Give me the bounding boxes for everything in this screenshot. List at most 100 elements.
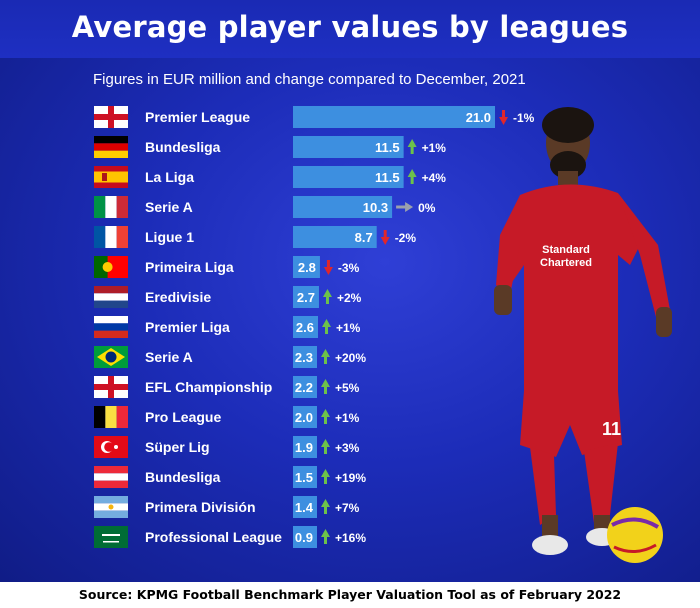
change-label: +7%	[335, 501, 360, 515]
league-label: Professional League	[145, 529, 282, 545]
change-label: +19%	[335, 471, 366, 485]
chart-subtitle: Figures in EUR million and change compar…	[93, 71, 526, 88]
change-label: -1%	[513, 111, 535, 125]
up-arrow-icon	[407, 139, 417, 154]
change-label: +1%	[335, 411, 360, 425]
up-arrow-icon	[322, 289, 332, 304]
up-arrow-icon	[321, 499, 330, 514]
flag-argentina-icon	[94, 496, 128, 518]
svg-text:Standard: Standard	[542, 244, 590, 256]
bar-chart: Premier League 21.0 -1% Bundesliga 11.5 +1% La…	[94, 106, 535, 548]
value-label: 21.0	[466, 110, 491, 125]
flag-france-icon	[94, 226, 128, 248]
value-label: 8.7	[355, 230, 373, 245]
change-label: 0%	[418, 201, 436, 215]
bar	[293, 136, 404, 158]
value-label: 1.4	[295, 500, 314, 515]
bar	[293, 406, 317, 428]
flag-england-icon	[94, 106, 128, 128]
bar	[293, 106, 496, 128]
change-label: +4%	[422, 171, 447, 185]
change-label: -3%	[338, 261, 360, 275]
up-arrow-icon	[321, 379, 330, 394]
value-label: 1.5	[295, 470, 313, 485]
source-note: Source: KPMG Football Benchmark Player V…	[78, 587, 622, 602]
bar	[293, 226, 377, 248]
league-label: Pro League	[145, 409, 221, 425]
svg-text:Chartered: Chartered	[540, 257, 592, 269]
change-label: +5%	[335, 381, 360, 395]
flag-portugal-icon	[94, 256, 128, 278]
value-label: 10.3	[363, 200, 388, 215]
league-label: Süper Lig	[145, 439, 210, 455]
up-arrow-icon	[321, 469, 330, 484]
league-label: Bundesliga	[145, 139, 221, 155]
down-arrow-icon	[499, 110, 509, 125]
flag-saudi-arabia-icon	[94, 526, 128, 548]
change-label: +1%	[336, 321, 361, 335]
up-arrow-icon	[322, 319, 332, 334]
league-label: Premier League	[145, 109, 250, 125]
bar	[293, 346, 317, 368]
down-arrow-icon	[323, 260, 333, 275]
bar	[293, 436, 317, 458]
change-label: -2%	[395, 231, 417, 245]
change-label: +20%	[335, 351, 366, 365]
flag-austria-icon	[94, 466, 128, 488]
league-label: Ligue 1	[145, 229, 194, 245]
bar	[293, 196, 393, 218]
league-label: La Liga	[145, 169, 194, 185]
bar	[293, 286, 319, 308]
league-label: Serie A	[145, 349, 193, 365]
bar	[293, 376, 317, 398]
flag-belgium-icon	[94, 406, 128, 428]
flag-brazil-icon	[94, 346, 128, 368]
change-label: +16%	[335, 531, 366, 545]
value-label: 0.9	[295, 530, 313, 545]
chart-title: Average player values by leagues	[71, 10, 629, 44]
flat-arrow-icon	[396, 202, 414, 212]
up-arrow-icon	[321, 349, 330, 364]
league-label: EFL Championship	[145, 379, 272, 395]
value-label: 1.9	[295, 440, 313, 455]
bar	[293, 466, 317, 488]
up-arrow-icon	[321, 409, 330, 424]
league-label: Serie A	[145, 199, 193, 215]
bar	[293, 526, 317, 548]
up-arrow-icon	[407, 169, 417, 184]
bar	[293, 496, 317, 518]
flag-spain-icon	[94, 166, 128, 188]
player-photo: Standard Chartered 11	[494, 107, 672, 563]
league-label: Primeira Liga	[145, 259, 234, 275]
flag-england-icon	[94, 376, 128, 398]
value-label: 11.5	[375, 170, 400, 185]
league-label: Eredivisie	[145, 289, 211, 305]
bar	[293, 316, 319, 338]
league-label: Bundesliga	[145, 469, 221, 485]
up-arrow-icon	[321, 439, 330, 454]
flag-russia-icon	[94, 316, 128, 338]
flag-italy-icon	[94, 196, 128, 218]
flag-netherlands-icon	[94, 286, 128, 308]
change-label: +3%	[335, 441, 360, 455]
value-label: 2.0	[295, 410, 313, 425]
value-label: 2.3	[295, 350, 313, 365]
league-label: Premier Liga	[145, 319, 230, 335]
value-label: 11.5	[375, 140, 400, 155]
value-label: 2.7	[297, 290, 315, 305]
change-label: +2%	[337, 291, 362, 305]
value-label: 2.2	[295, 380, 313, 395]
value-label: 2.8	[298, 260, 316, 275]
bar	[293, 256, 320, 278]
up-arrow-icon	[321, 529, 330, 544]
flag-germany-icon	[94, 136, 128, 158]
league-label: Primera División	[145, 499, 256, 515]
down-arrow-icon	[380, 230, 390, 245]
chart-background: Average player values by leagues Figures…	[0, 0, 700, 582]
change-label: +1%	[422, 141, 447, 155]
bar	[293, 166, 404, 188]
svg-text:11: 11	[602, 419, 621, 439]
flag-turkey-icon	[94, 436, 128, 458]
title-band	[0, 0, 700, 58]
value-label: 2.6	[296, 320, 314, 335]
